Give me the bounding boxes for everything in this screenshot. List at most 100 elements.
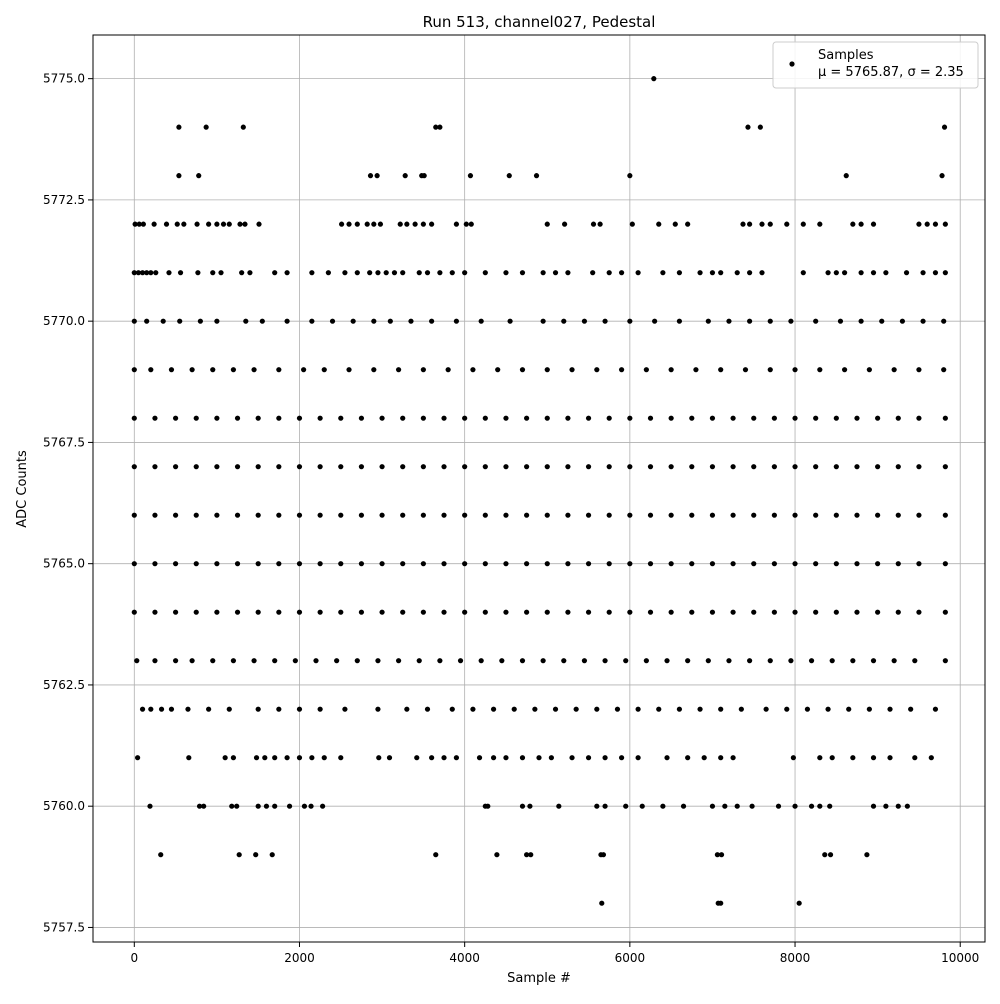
data-point [375, 270, 381, 276]
data-point [168, 706, 175, 712]
data-point [660, 803, 666, 809]
data-point [400, 464, 406, 470]
data-point [503, 755, 509, 761]
data-point [709, 464, 716, 470]
data-point [540, 270, 546, 276]
data-point [185, 706, 191, 712]
data-point [916, 367, 922, 373]
data-point [354, 221, 360, 227]
data-point [600, 852, 607, 858]
data-point [276, 367, 282, 373]
data-point [272, 270, 278, 276]
data-point [718, 755, 724, 761]
data-point [627, 561, 633, 567]
data-point [701, 755, 707, 761]
data-point [916, 415, 922, 421]
y-tick-label: 5757.5 [43, 920, 85, 934]
data-point [286, 803, 293, 809]
data-point [186, 755, 192, 761]
data-point [176, 173, 182, 179]
data-point [234, 803, 240, 809]
data-point [891, 367, 897, 373]
x-axis-title: Sample # [507, 971, 571, 986]
data-point [375, 706, 381, 712]
data-point [284, 755, 290, 761]
data-point [942, 464, 948, 470]
data-point [660, 270, 666, 276]
data-point [462, 512, 468, 518]
data-point [822, 852, 828, 858]
data-point [722, 803, 728, 809]
data-point [148, 706, 154, 712]
data-point [788, 658, 794, 664]
data-point [942, 561, 948, 567]
data-point [519, 367, 526, 373]
data-point [705, 318, 711, 324]
data-point [172, 415, 179, 421]
y-axis-title: ADC Counts [15, 450, 30, 528]
data-point [757, 124, 763, 130]
data-point [240, 124, 246, 130]
data-point [195, 270, 201, 276]
data-point [255, 803, 261, 809]
data-point [317, 464, 323, 470]
data-point [668, 464, 674, 470]
data-point [932, 706, 939, 712]
data-point [134, 658, 140, 664]
x-tick-label: 4000 [449, 951, 480, 965]
data-point [833, 464, 839, 470]
data-point [364, 221, 370, 227]
data-point [147, 803, 153, 809]
data-point [792, 464, 798, 470]
data-point [668, 512, 674, 518]
data-point [544, 561, 550, 567]
data-point [532, 706, 538, 712]
data-point [158, 706, 165, 712]
data-point [325, 270, 331, 276]
data-point [131, 464, 137, 470]
data-point [247, 270, 253, 276]
data-point [895, 464, 901, 470]
data-point [441, 561, 447, 567]
data-point [639, 803, 645, 809]
data-point [668, 561, 674, 567]
data-point [866, 706, 872, 712]
data-point [309, 270, 315, 276]
data-point [462, 464, 468, 470]
data-point [594, 367, 600, 373]
data-point [788, 318, 794, 324]
data-point [226, 221, 232, 227]
data-point [317, 512, 323, 518]
data-point [462, 609, 468, 615]
data-point [174, 221, 180, 227]
data-point [759, 270, 765, 276]
data-point [468, 221, 474, 227]
data-point [400, 561, 406, 567]
data-point [689, 464, 695, 470]
data-point [151, 221, 157, 227]
data-point [317, 609, 323, 615]
data-point [416, 658, 422, 664]
data-point [544, 367, 550, 373]
data-point [734, 270, 740, 276]
data-point [194, 221, 200, 227]
data-point [813, 318, 819, 324]
data-point [136, 221, 142, 227]
data-point [792, 561, 798, 567]
data-point [837, 318, 844, 324]
data-point [424, 270, 431, 276]
data-point [870, 270, 877, 276]
data-point [590, 270, 596, 276]
data-point [449, 706, 455, 712]
data-point [627, 173, 633, 179]
data-point [870, 803, 877, 809]
data-point [709, 609, 716, 615]
data-point [941, 124, 948, 130]
data-point [152, 464, 158, 470]
data-point [371, 221, 377, 227]
data-point [276, 561, 282, 567]
data-point [441, 609, 447, 615]
data-point [317, 706, 323, 712]
